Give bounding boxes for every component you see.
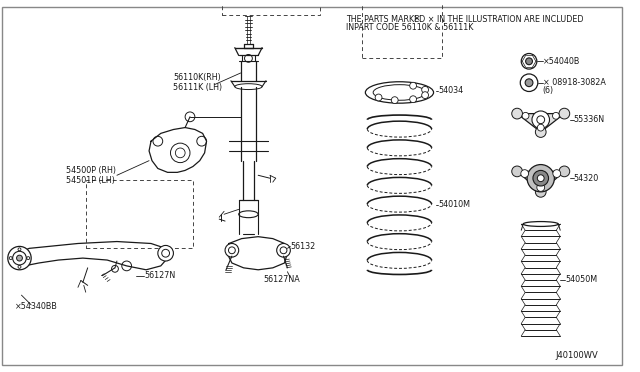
Polygon shape bbox=[517, 113, 564, 132]
Bar bbox=[362, 0, 442, 58]
Circle shape bbox=[512, 108, 522, 119]
Circle shape bbox=[553, 170, 561, 177]
Circle shape bbox=[375, 94, 382, 101]
Text: THE PARTS MARKED × IN THE ILLUSTRATION ARE INCLUDED: THE PARTS MARKED × IN THE ILLUSTRATION A… bbox=[346, 15, 584, 23]
Text: INPART CODE 56110K & 56111K: INPART CODE 56110K & 56111K bbox=[346, 23, 473, 32]
Circle shape bbox=[158, 246, 173, 261]
Circle shape bbox=[276, 244, 291, 257]
Text: 54500P (RH)
54501P (LH): 54500P (RH) 54501P (LH) bbox=[67, 166, 116, 185]
Circle shape bbox=[410, 96, 417, 103]
Text: 55336N: 55336N bbox=[574, 115, 605, 124]
Text: 56132: 56132 bbox=[291, 242, 316, 251]
Circle shape bbox=[533, 170, 548, 186]
Text: 54034: 54034 bbox=[438, 86, 463, 95]
Circle shape bbox=[17, 255, 22, 261]
Bar bbox=[222, 0, 319, 15]
Circle shape bbox=[527, 164, 554, 192]
Circle shape bbox=[522, 112, 529, 119]
Circle shape bbox=[225, 244, 239, 257]
Circle shape bbox=[8, 246, 31, 270]
Circle shape bbox=[538, 124, 544, 131]
Circle shape bbox=[422, 92, 429, 99]
Text: 54010M: 54010M bbox=[438, 200, 470, 209]
Text: ×54040B: ×54040B bbox=[543, 57, 580, 66]
Circle shape bbox=[552, 112, 559, 119]
Circle shape bbox=[536, 126, 546, 137]
Ellipse shape bbox=[523, 222, 558, 227]
Circle shape bbox=[532, 111, 550, 128]
Bar bbox=[86, 180, 193, 248]
Circle shape bbox=[521, 170, 529, 177]
Circle shape bbox=[521, 54, 537, 69]
Text: J40100WV: J40100WV bbox=[556, 351, 598, 360]
Circle shape bbox=[525, 58, 532, 65]
Circle shape bbox=[525, 79, 533, 87]
Text: 56127N: 56127N bbox=[144, 271, 175, 280]
Text: × 08918-3082A: × 08918-3082A bbox=[543, 78, 605, 87]
Circle shape bbox=[536, 186, 546, 197]
Circle shape bbox=[422, 86, 429, 93]
Text: 56127NA: 56127NA bbox=[263, 275, 300, 284]
Circle shape bbox=[537, 183, 545, 191]
Circle shape bbox=[512, 166, 522, 177]
Circle shape bbox=[559, 166, 570, 177]
Circle shape bbox=[520, 74, 538, 92]
Circle shape bbox=[391, 97, 398, 103]
Text: 54050M: 54050M bbox=[565, 275, 597, 284]
Text: 56110K(RH)
56111K (LH): 56110K(RH) 56111K (LH) bbox=[173, 73, 223, 92]
Text: ×: × bbox=[413, 15, 421, 23]
Circle shape bbox=[410, 82, 417, 89]
Circle shape bbox=[559, 108, 570, 119]
Circle shape bbox=[538, 175, 544, 182]
Text: ×54340BB: ×54340BB bbox=[15, 302, 58, 311]
Polygon shape bbox=[517, 171, 564, 192]
Text: 54320: 54320 bbox=[574, 174, 599, 183]
Text: (6): (6) bbox=[543, 86, 554, 95]
